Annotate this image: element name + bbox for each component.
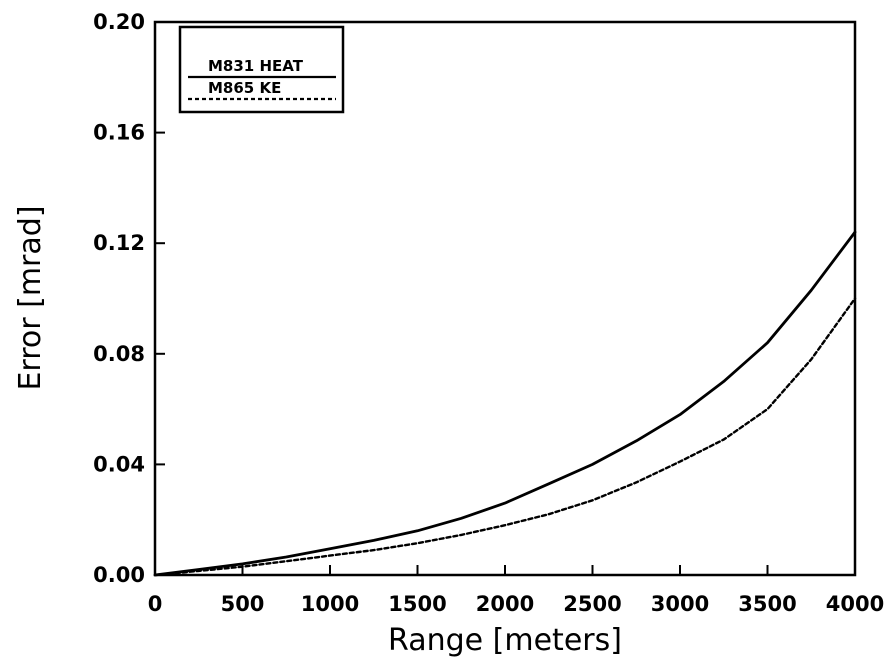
y-tick-label: 0.20 — [93, 10, 145, 34]
x-tick-label: 500 — [221, 592, 265, 616]
series-line-m831-heat — [153, 230, 857, 577]
x-axis-title: Range [meters] — [388, 623, 622, 658]
y-tick-label: 0.16 — [93, 121, 145, 145]
legend-label-m865: M865 KE — [208, 79, 281, 97]
legend-label-m831: M831 HEAT — [208, 57, 304, 75]
legend: M831 HEAT M865 KE — [178, 25, 345, 114]
x-tick-label: 3000 — [651, 592, 709, 616]
x-tick-label: 0 — [148, 592, 163, 616]
x-tick-label: 2500 — [563, 592, 621, 616]
x-tick-label: 1000 — [301, 592, 359, 616]
y-axis-title: Error [mrad] — [13, 205, 48, 390]
x-tick-label: 1500 — [388, 592, 446, 616]
legend-box — [178, 25, 345, 114]
x-tick-label: 4000 — [826, 592, 884, 616]
axis-ticks: 0 500 1000 1500 2000 2500 3000 3500 4000 0.00 0.04… — [93, 10, 884, 616]
x-tick-label: 2000 — [476, 592, 534, 616]
x-tick-label: 3500 — [738, 592, 796, 616]
y-tick-label: 0.08 — [93, 342, 145, 366]
y-tick-label: 0.12 — [93, 231, 145, 255]
y-tick-label: 0.04 — [93, 452, 145, 476]
y-tick-label: 0.00 — [93, 563, 145, 587]
series-group — [153, 230, 857, 577]
series-line-m865-ke — [153, 297, 857, 577]
